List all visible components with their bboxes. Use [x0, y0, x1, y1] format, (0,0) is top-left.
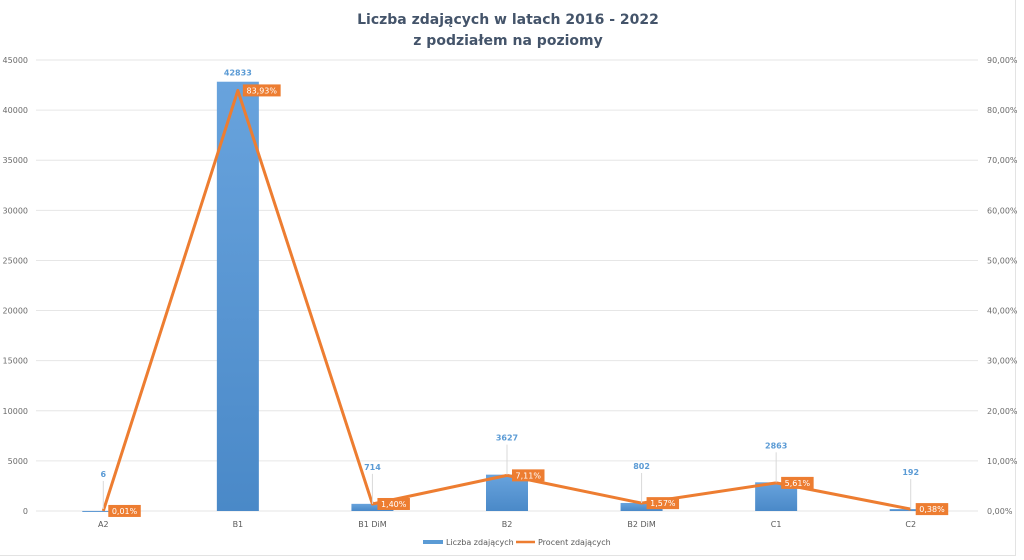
y-left-tick-label: 25000 — [3, 256, 28, 265]
chart-title-line1: Liczba zdających w latach 2016 - 2022 — [357, 12, 659, 28]
percent-data-label: 1,57% — [650, 499, 676, 508]
y-right-tick-label: 80,00% — [987, 106, 1018, 115]
bar-c2 — [889, 509, 932, 511]
y-right-tick-label: 0,00% — [987, 507, 1013, 516]
y-left-tick-label: 0 — [23, 507, 28, 516]
percent-label-box — [781, 476, 814, 489]
bar-data-label: 3627 — [496, 434, 518, 443]
chart-subtitle: z podziałem na poziomy — [413, 33, 603, 49]
percent-label-box — [915, 503, 949, 516]
y-left-tick-label: 30000 — [3, 206, 28, 215]
bar-a2 — [82, 510, 125, 512]
percent-data-label: 5,61% — [785, 479, 811, 488]
percent-data-label: 0,38% — [919, 505, 945, 514]
y-right-tick-label: 10,00% — [987, 457, 1018, 466]
x-tick-label: B1 DiM — [358, 520, 387, 529]
bar-data-label: 6 — [100, 470, 106, 479]
percent-data-label: 83,93% — [246, 86, 277, 95]
y-left-tick-label: 40000 — [3, 106, 28, 115]
legend-label-line: Procent zdających — [538, 538, 611, 547]
y-left-tick-label: 45000 — [3, 56, 28, 65]
legend-label-bars: Liczba zdających — [446, 538, 514, 547]
percent-data-label: 7,11% — [516, 471, 542, 480]
x-tick-label: A2 — [98, 520, 109, 529]
bar-b1-dim — [351, 503, 394, 511]
percent-label-box — [377, 497, 410, 510]
percent-data-label: 0,01% — [112, 507, 138, 516]
percent-data-label: 1,40% — [381, 500, 407, 509]
x-tick-label: B2 DiM — [627, 520, 656, 529]
y-left-tick-label: 20000 — [3, 307, 28, 316]
bar-data-label: 2863 — [765, 441, 787, 450]
percent-label-box — [646, 497, 680, 510]
y-left-tick-label: 35000 — [3, 156, 28, 165]
legend-swatch-bars — [423, 540, 443, 544]
y-right-tick-label: 60,00% — [987, 206, 1018, 215]
bar-b2-dim — [620, 502, 663, 511]
percent-line — [101, 88, 912, 512]
bar-data-label: 42833 — [224, 69, 252, 78]
y-right-tick-label: 70,00% — [987, 156, 1018, 165]
y-left-tick-label: 15000 — [3, 357, 28, 366]
y-right-tick-label: 30,00% — [987, 357, 1018, 366]
bar-data-label: 714 — [364, 463, 381, 472]
x-tick-label: C1 — [771, 520, 782, 529]
y-left-tick-label: 5000 — [8, 457, 28, 466]
y-right-tick-label: 20,00% — [987, 407, 1018, 416]
percent-label-box — [512, 469, 545, 482]
bar-data-label: 192 — [902, 468, 919, 477]
y-right-tick-label: 90,00% — [987, 56, 1018, 65]
chart-title: Liczba zdających w latach 2016 - 2022 z … — [0, 10, 1016, 52]
x-tick-label: B2 — [502, 520, 513, 529]
y-left-tick-label: 10000 — [3, 407, 28, 416]
y-right-tick-label: 40,00% — [987, 307, 1018, 316]
x-tick-label: B1 — [233, 520, 244, 529]
y-right-tick-label: 50,00% — [987, 256, 1018, 265]
percent-label-box — [108, 504, 141, 517]
bar-b1 — [216, 81, 259, 512]
x-tick-label: C2 — [905, 520, 916, 529]
percent-label-box — [242, 84, 281, 97]
bar-data-label: 802 — [633, 462, 650, 471]
